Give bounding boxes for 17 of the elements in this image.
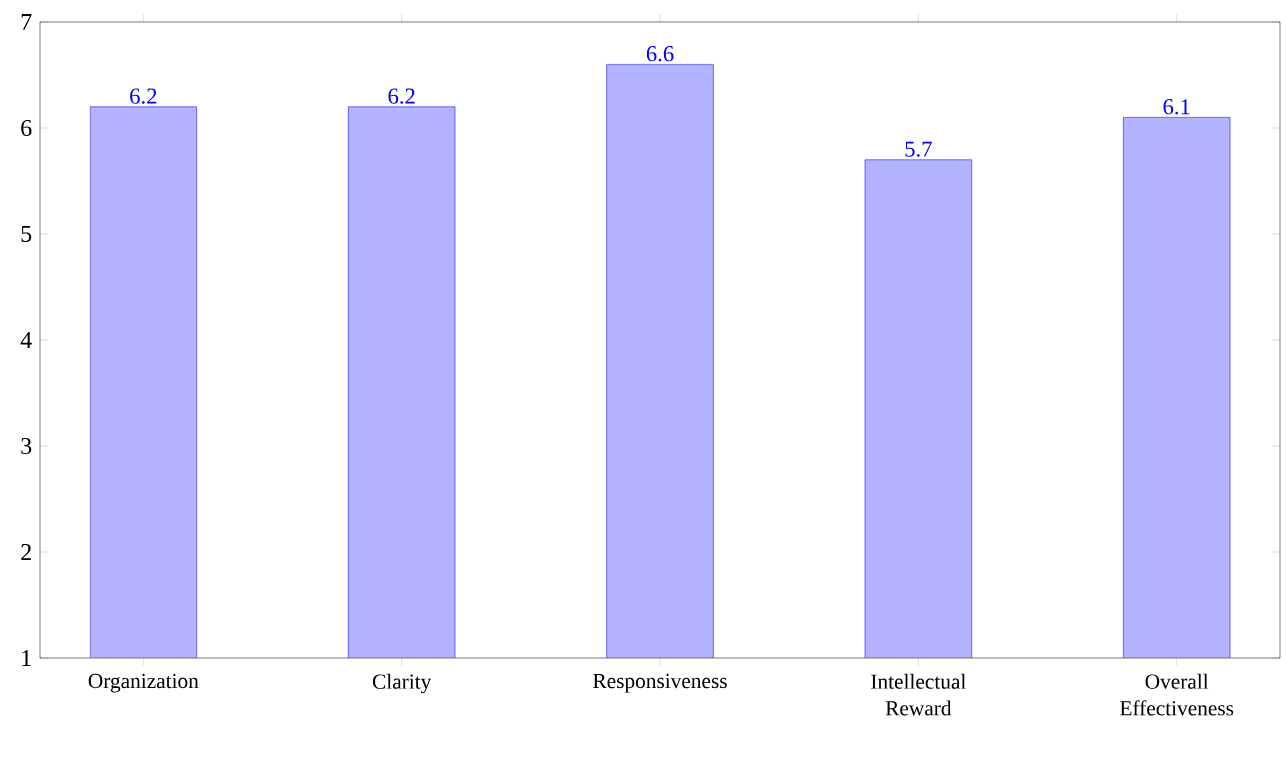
x-tick-label: Intellectual Reward: [871, 673, 966, 716]
y-tick-label: 5: [21, 226, 32, 242]
data-label: 6.2: [388, 88, 415, 104]
data-label: 6.2: [130, 88, 157, 104]
x-tick-label: Organization: [88, 673, 199, 693]
y-tick-label: 3: [21, 437, 32, 455]
data-label: 6.1: [1163, 99, 1190, 115]
y-tick-label: 6: [21, 119, 32, 137]
y-tick-label: 4: [20, 332, 32, 348]
y-tick-label: 2: [21, 544, 31, 560]
x-tick-label: Overall Effectiveness: [1120, 673, 1234, 716]
data-label: 6.6: [646, 46, 674, 62]
y-tick-label: 7: [21, 14, 32, 30]
y-tick-label: 1: [22, 650, 31, 666]
x-tick-label: Clarity: [372, 673, 432, 694]
data-label: 5.7: [905, 141, 932, 157]
x-tick-label: Responsiveness: [593, 673, 727, 693]
